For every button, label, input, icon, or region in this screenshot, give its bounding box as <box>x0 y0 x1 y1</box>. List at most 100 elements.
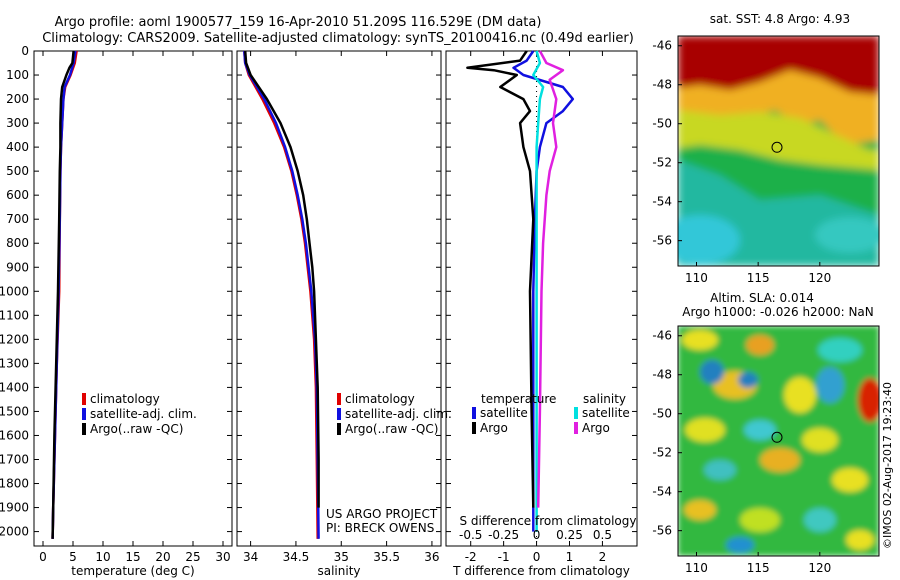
y-tick-label: 1800 <box>0 477 29 491</box>
x-tick-label: 0 <box>533 550 541 564</box>
x-axis-label: temperature (deg C) <box>71 564 194 578</box>
legend-swatch <box>337 423 341 435</box>
series-line-argo <box>466 50 535 508</box>
sst-hot-band <box>678 36 879 95</box>
y-tick-label: 1900 <box>0 501 29 515</box>
y-tick-label: -54 <box>652 485 672 499</box>
sla-eddy <box>740 508 780 532</box>
sst-map: 110 115 120 -46 -48 -50 -52 -54 -56 <box>652 35 880 285</box>
y-tick-label: -46 <box>652 329 672 343</box>
sst-field <box>678 36 879 266</box>
x-tick-label: 2 <box>599 550 607 564</box>
top-axis-label: S difference from climatology <box>460 514 637 528</box>
axes-frame <box>445 50 638 547</box>
timestamp-stamp: ©IMOS 02-Aug-2017 19:23:40 <box>881 382 894 549</box>
salinity-panel: 34 34.5 35 35.5 36 salinity climatologysatelli… <box>236 50 452 578</box>
y-tick-label: -56 <box>652 234 672 248</box>
series-line-climatology <box>51 50 78 539</box>
x-tick-label: 0 <box>39 550 47 564</box>
s-tick-label: 0 <box>533 528 541 542</box>
map-frame <box>677 325 880 557</box>
sla-eddy <box>858 378 879 422</box>
sla-eddy <box>816 367 844 403</box>
y-tick-label: 1200 <box>0 332 29 346</box>
x-tick-label: -1 <box>498 550 510 564</box>
y-tick-label: -46 <box>652 39 672 53</box>
sst-front <box>678 110 879 170</box>
y-tick-label: 1700 <box>0 452 29 466</box>
legend-swatch <box>574 407 578 419</box>
x-tick-label: 120 <box>808 271 831 285</box>
legend-label: Argo(..raw -QC) <box>345 422 438 436</box>
x-tick-label: 1 <box>566 550 574 564</box>
y-tick-label: -50 <box>652 407 672 421</box>
sla-eddy <box>784 377 816 413</box>
legend-title: temperature <box>481 392 556 406</box>
y-tick-label: -56 <box>652 524 672 538</box>
y-tick-label: -48 <box>652 78 672 92</box>
profile-location-marker <box>771 141 783 153</box>
series-line-argo <box>536 50 565 508</box>
y-tick-label: 900 <box>6 260 29 274</box>
s-tick-label: -0.25 <box>488 528 519 542</box>
sla-eddy <box>746 335 774 355</box>
sla-eddy <box>685 418 725 442</box>
legend-label: Argo <box>480 421 508 435</box>
y-tick-label: 1400 <box>0 380 29 394</box>
sla-eddy <box>760 448 800 472</box>
project-credit: US ARGO PROJECT <box>326 507 438 521</box>
x-tick-label: 110 <box>685 271 708 285</box>
map-frame <box>677 35 880 267</box>
y-tick-label: 400 <box>6 140 29 154</box>
x-tick-label: 120 <box>808 561 831 575</box>
sla-eddy <box>832 468 868 492</box>
legend-label: Argo(..raw -QC) <box>90 422 183 436</box>
legend-label: satellite-adj. clim. <box>345 407 452 421</box>
x-tick-label: 115 <box>747 271 770 285</box>
legend-swatch <box>472 407 476 419</box>
y-tick-label: 1600 <box>0 428 29 442</box>
x-tick-label: 25 <box>185 550 200 564</box>
sla-eddy <box>738 372 758 388</box>
legend-swatch <box>82 408 86 420</box>
sla-eddy <box>744 420 776 440</box>
title-line-2: Climatology: CARS2009. Satellite-adjuste… <box>42 31 634 46</box>
axes-frame <box>236 50 442 547</box>
x-tick-label: 115 <box>747 561 770 575</box>
x-tick-label: 20 <box>155 550 170 564</box>
sla-eddy <box>682 330 718 350</box>
legend-swatch <box>574 422 578 434</box>
y-tick-label: 1100 <box>0 308 29 322</box>
legend-title: salinity <box>583 392 626 406</box>
x-tick-label: 35 <box>334 550 349 564</box>
series-line-satellite <box>512 50 575 532</box>
x-tick-label: 30 <box>215 550 230 564</box>
legend-swatch <box>337 393 341 405</box>
y-tick-label: 1000 <box>0 284 29 298</box>
sla-eddy <box>704 460 736 480</box>
title-line-1: Argo profile: aoml 1900577_159 16-Apr-20… <box>55 15 542 30</box>
sst-field-blur <box>678 36 879 266</box>
axes-frame <box>33 50 233 547</box>
y-tick-label: -50 <box>652 117 672 131</box>
x-tick-label: 35.5 <box>373 550 400 564</box>
pi-credit: PI: BRECK OWENS <box>326 521 434 535</box>
legend-label: Argo <box>582 421 610 435</box>
legend-swatch <box>82 423 86 435</box>
temperature-panel: 0 5 10 15 20 25 300100200300400500600700800900… <box>0 44 233 578</box>
legend-swatch <box>472 422 476 434</box>
x-axis-label: T difference from climatology <box>452 564 630 578</box>
sst-title: sat. SST: 4.8 Argo: 4.93 <box>710 12 850 26</box>
s-tick-label: 0.25 <box>556 528 583 542</box>
legend-label: satellite-adj. clim. <box>90 407 197 421</box>
y-tick-label: 700 <box>6 212 29 226</box>
legend-label: satellite <box>480 406 528 420</box>
sla-map: 110 115 120 -46 -48 -50 -52 -54 -56 <box>652 325 880 575</box>
y-tick-label: -54 <box>652 195 672 209</box>
sla-eddy <box>802 428 838 452</box>
x-tick-label: 10 <box>95 550 110 564</box>
series-line-satellite-adj-clim- <box>51 50 77 539</box>
series-line-satellite <box>532 50 545 532</box>
sla-field <box>678 326 879 556</box>
